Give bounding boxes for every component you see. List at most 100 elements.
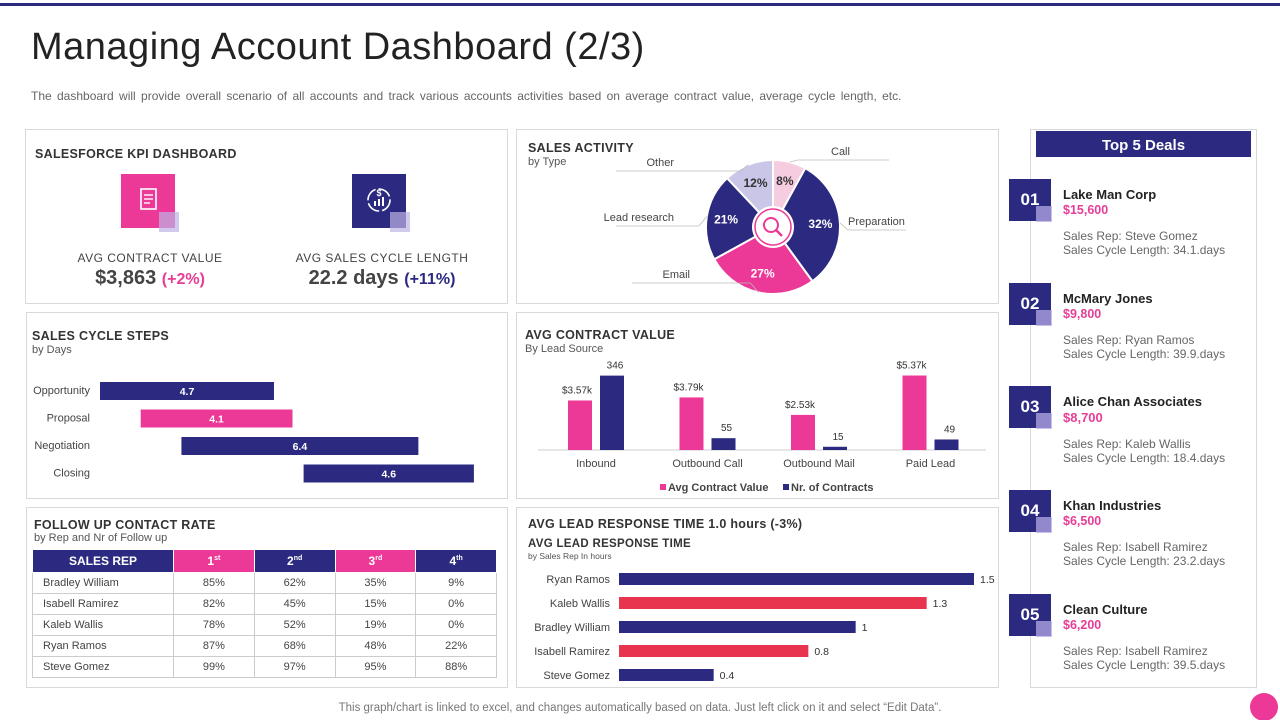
cycle-bar-value: 6.4 (293, 441, 308, 453)
cycle-bar (181, 437, 419, 455)
followup-table: SALES REP 1st 2nd 3rd 4th Bradley Willia… (32, 549, 497, 678)
lrt-category-label: Isabell Ramirez (534, 646, 610, 658)
legend-label-nr-contracts: Nr. of Contracts (791, 482, 874, 494)
acv-count-label: 346 (607, 361, 624, 372)
cycle-category-label: Negotiation (34, 440, 90, 452)
pie-leader-line (698, 216, 708, 227)
table-cell: 45% (253, 593, 336, 615)
svg-text:$: $ (376, 188, 381, 198)
table-cell: 95% (334, 656, 417, 678)
table-cell: Isabell Ramirez (32, 593, 174, 615)
table-row: Bradley William 85% 62% 35% 9% (32, 572, 497, 594)
acv-bar-contract-value (679, 397, 704, 450)
lrt-bar (619, 669, 714, 681)
deal-rep: Sales Rep: Kaleb Wallis (1063, 437, 1191, 451)
lrt-bar (619, 597, 927, 609)
pie-leader-line (750, 282, 759, 293)
cycle-bar (140, 409, 293, 428)
lrt-bar (619, 645, 809, 657)
table-cell: Ryan Ramos (32, 635, 174, 657)
followup-subtitle: by Rep and Nr of Follow up (34, 532, 168, 544)
lead-response-subtitle: by Sales Rep In hours (528, 551, 612, 561)
deal-cycle: Sales Cycle Length: 34.1.days (1063, 243, 1226, 257)
magnifier-handle (775, 229, 783, 237)
cycle-length-change: (+11%) (404, 271, 456, 288)
acv-bar-contract-value (791, 414, 815, 450)
acv-count-label: 15 (832, 432, 844, 443)
deal-number: 04 (1020, 501, 1040, 520)
top-deals-title: Top 5 Deals (1036, 131, 1251, 157)
acv-category-label: Outbound Mail (783, 458, 855, 470)
kpi-panel (25, 129, 508, 304)
kpi-title: SALESFORCE KPI DASHBOARD (35, 147, 237, 161)
lrt-bar (619, 573, 974, 585)
header-first: 1st (173, 549, 255, 573)
deal-amount: $8,700 (1063, 410, 1103, 425)
contract-value-label: AVG CONTRACT VALUE (77, 251, 223, 265)
table-cell: 22% (415, 635, 497, 657)
cycle-bar-value: 4.7 (180, 386, 195, 398)
sales-activity-subtitle: by Type (528, 156, 567, 168)
acv-bar-nr-contracts (600, 375, 624, 450)
deal-number-badge: 03 (1009, 386, 1052, 429)
page-subtitle: The dashboard will provide overall scena… (31, 89, 902, 103)
acv-count-label: 49 (944, 424, 956, 435)
deal-name: Clean Culture (1063, 602, 1148, 617)
lrt-category-label: Kaleb Wallis (550, 598, 611, 610)
legend-swatch-nr-contracts (783, 484, 789, 490)
lrt-category-label: Steve Gomez (543, 670, 610, 682)
lrt-category-label: Bradley William (534, 622, 610, 634)
header-third-num: 3 (368, 554, 376, 568)
sales-cycle-subtitle: by Days (32, 344, 72, 356)
footer-note: This graph/chart is linked to excel, and… (338, 702, 942, 714)
lrt-value-label: 0.4 (720, 670, 735, 682)
header-third-suffix: rd (375, 555, 383, 562)
header-fourth: 4th (415, 549, 497, 573)
sales-activity-pie-chart: 8% Call 32% Preparation 27% Email 21% Lead rese… (604, 146, 906, 295)
lrt-value-label: 1.5 (980, 574, 995, 586)
lrt-value-label: 1 (862, 622, 868, 634)
cycle-category-label: Closing (53, 468, 90, 480)
cycle-length-value: 22.2 days (+11%) (262, 267, 502, 290)
contract-document-icon (121, 174, 179, 232)
cycle-bar-value: 4.1 (209, 414, 224, 426)
acv-count-label: 55 (721, 423, 733, 434)
deal-cycle: Sales Cycle Length: 39.9.days (1063, 347, 1226, 361)
pie-category-label: Call (831, 146, 850, 158)
deal-amount: $15,600 (1063, 203, 1109, 217)
sales-activity-title: SALES ACTIVITY (528, 141, 634, 155)
pie-slice-other (725, 158, 774, 214)
pie-leader-line (839, 222, 849, 231)
sales-cycle-title: SALES CYCLE STEPS (32, 329, 170, 343)
lead-response-chart-title: AVG LEAD RESPONSE TIME (528, 538, 691, 550)
deal-amount: $6,500 (1063, 514, 1102, 528)
deal-name-text: Alice Chan Associates (1063, 394, 1202, 409)
pie-value-label: 21% (714, 213, 738, 227)
lead-response-bar-chart: Ryan Ramos 1.5 Kaleb Wallis 1.3 Bradley Will… (534, 573, 995, 682)
table-cell: 68% (253, 635, 336, 657)
acv-value-label: $5.37k (896, 361, 927, 372)
deal-number: 01 (1020, 190, 1040, 209)
acv-value-label: $3.79k (673, 382, 704, 393)
acv-bar-nr-contracts (711, 438, 736, 450)
pie-category-label: Preparation (848, 216, 905, 228)
deal-amount: $9,800 (1063, 307, 1102, 321)
pie-value-label: 12% (743, 176, 767, 190)
deal-amount: $6,200 (1063, 618, 1102, 632)
legend-swatch-contract-value (660, 484, 666, 490)
deal-name: Lake Man Corp (1063, 187, 1157, 202)
table-cell: 15% (334, 593, 417, 615)
table-cell: 62% (253, 572, 336, 594)
header-fourth-num: 4 (449, 554, 457, 568)
header-fourth-suffix: th (456, 555, 463, 562)
header-second-num: 2 (287, 554, 294, 568)
contract-value-amount: $3,863 (95, 267, 157, 289)
table-cell: 52% (253, 614, 336, 636)
table-cell: Steve Gomez (32, 656, 174, 678)
acv-category-label: Inbound (576, 458, 616, 470)
acv-category-label: Outbound Call (672, 458, 742, 470)
table-row: Steve Gomez 99% 97% 95% 88% (32, 656, 497, 678)
avg-contract-bar-chart: $3.57k 346 Inbound $3.79k 55 Outbound Call $2.… (538, 361, 986, 494)
header-second-suffix: nd (293, 555, 303, 562)
deal-number: 03 (1020, 397, 1040, 416)
